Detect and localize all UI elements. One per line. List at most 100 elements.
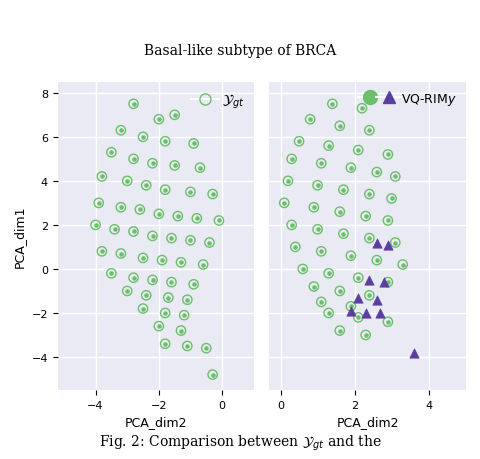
Point <box>354 314 362 321</box>
Point <box>158 257 166 264</box>
Legend: $\mathcal{Y}_{gt}$: $\mathcal{Y}_{gt}$ <box>188 90 247 113</box>
Point <box>92 222 99 229</box>
Point <box>336 208 344 216</box>
Point <box>98 174 106 181</box>
Point <box>317 248 325 255</box>
Point <box>111 226 119 234</box>
Point <box>392 174 399 181</box>
Point <box>384 279 392 286</box>
Point <box>168 279 175 286</box>
Point <box>354 314 362 321</box>
Point <box>314 226 322 234</box>
Point <box>161 186 169 194</box>
Point <box>92 222 99 229</box>
Point <box>139 255 147 262</box>
Point <box>108 149 115 157</box>
Point <box>388 196 396 203</box>
Point <box>209 371 216 378</box>
Point <box>205 239 213 246</box>
Point <box>177 259 185 266</box>
Point <box>347 252 355 260</box>
Point <box>384 319 392 326</box>
Point <box>340 230 348 238</box>
Point <box>165 294 172 302</box>
Point <box>317 299 325 306</box>
Point <box>340 230 348 238</box>
Point <box>280 200 288 207</box>
Legend: , VQ-RIM$\mathit{y}$: , VQ-RIM$\mathit{y}$ <box>355 89 459 110</box>
Point <box>155 211 163 218</box>
Point <box>149 160 156 168</box>
Point <box>95 200 103 207</box>
Point <box>123 288 131 295</box>
Point <box>347 308 355 315</box>
Point <box>354 147 362 154</box>
Point <box>193 215 201 223</box>
Text: Basal-like subtype of BRCA: Basal-like subtype of BRCA <box>144 44 336 58</box>
Point <box>314 182 322 190</box>
Point <box>384 217 392 224</box>
Point <box>168 235 175 242</box>
Point <box>149 277 156 284</box>
Point <box>358 105 366 112</box>
Point <box>155 323 163 330</box>
Point <box>384 241 392 249</box>
Point <box>366 235 373 242</box>
Point <box>171 162 179 170</box>
Point <box>291 244 299 251</box>
Point <box>196 165 204 172</box>
Point <box>168 235 175 242</box>
Point <box>130 274 137 282</box>
Point <box>187 237 194 245</box>
Point <box>155 211 163 218</box>
Point <box>171 112 179 119</box>
Point <box>155 116 163 123</box>
Point <box>143 292 150 299</box>
Point <box>366 127 373 134</box>
Point <box>347 165 355 172</box>
Point <box>209 191 216 198</box>
Point <box>161 138 169 146</box>
Point <box>108 270 115 277</box>
Point <box>347 165 355 172</box>
Point <box>183 297 191 304</box>
Point <box>117 127 125 134</box>
Point <box>340 186 348 194</box>
Point <box>373 297 381 304</box>
Point <box>373 257 381 264</box>
Point <box>190 281 197 288</box>
Point <box>193 215 201 223</box>
Point <box>158 257 166 264</box>
Point <box>161 309 169 317</box>
Point <box>130 228 137 235</box>
Point <box>362 213 370 220</box>
Point <box>165 294 172 302</box>
Point <box>183 342 191 350</box>
Point <box>136 207 144 214</box>
Point <box>139 305 147 313</box>
Point <box>373 257 381 264</box>
Point <box>358 105 366 112</box>
Point <box>347 303 355 310</box>
Point <box>336 288 344 295</box>
Point <box>340 186 348 194</box>
Point <box>354 147 362 154</box>
Point <box>196 165 204 172</box>
Point <box>288 222 296 229</box>
Point <box>187 189 194 196</box>
Point <box>366 235 373 242</box>
Point <box>98 174 106 181</box>
Point <box>366 292 373 299</box>
Point <box>362 331 370 339</box>
Point <box>373 169 381 176</box>
Point <box>310 283 318 291</box>
Point <box>171 162 179 170</box>
Point <box>95 200 103 207</box>
Y-axis label: PCA_dim1: PCA_dim1 <box>13 205 26 268</box>
Point <box>317 299 325 306</box>
Point <box>117 250 125 257</box>
X-axis label: PCA_dim2: PCA_dim2 <box>336 415 399 428</box>
Point <box>384 151 392 159</box>
Point <box>317 160 325 168</box>
Point <box>336 123 344 130</box>
